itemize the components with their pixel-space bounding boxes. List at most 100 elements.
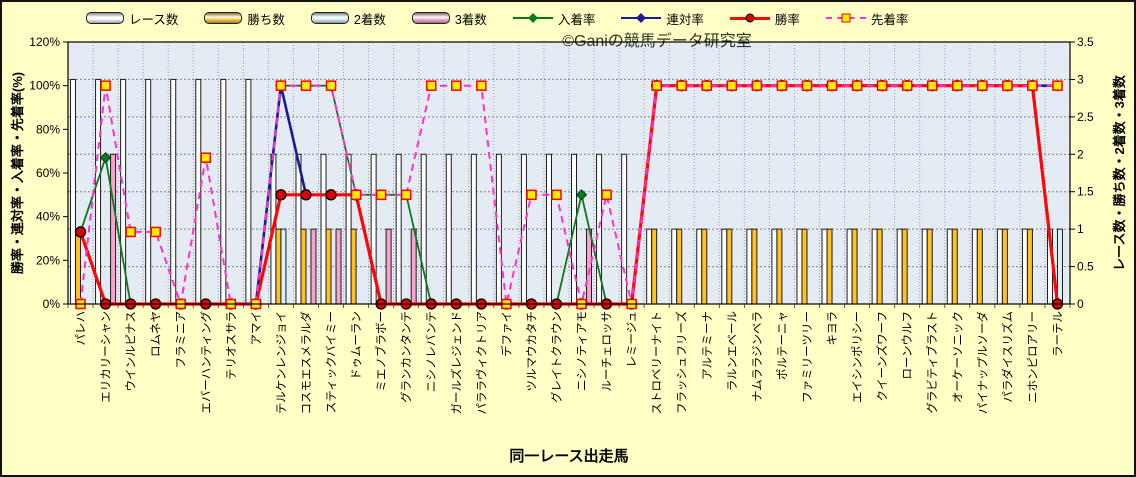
bar-勝ち数 [951,228,958,305]
bar-3着数 [335,228,342,305]
marker-先着率 [826,80,838,91]
category-label: ローンウルフ [901,311,914,379]
category-label: ロムネヤ [150,311,163,357]
bar-レース数 [646,228,653,305]
bar-レース数 [145,78,152,305]
legend-bar-swatch [310,12,349,24]
legend-item-レース数: レース数 [86,9,178,28]
legend-bar-swatch [204,12,243,24]
marker-先着率 [876,80,888,91]
bar-3着数 [586,228,593,305]
marker-先着率 [551,189,562,201]
y-right-tick-label: 0 [1077,297,1084,311]
category-label: ドゥムーラン [350,311,363,380]
bar-勝ち数 [275,228,282,305]
bar-勝ち数 [350,228,357,305]
category-label: アルテミーナ [701,311,714,380]
marker-先着率 [751,80,763,91]
bar-勝ち数 [826,228,833,305]
bar-レース数 [295,153,302,305]
bar-レース数 [796,228,803,305]
legend-bar-swatch [411,12,450,24]
bar-レース数 [1021,228,1028,305]
category-label: ストロベリーナイト [651,311,664,415]
category-label: ニホンピロアリー [1026,311,1039,403]
legend-item-勝率: 勝率 [729,9,800,28]
marker-勝率 [275,189,287,201]
legend-label: 勝率 [774,12,800,27]
bar-レース数 [896,228,903,305]
category-label: ラルンエベール [727,311,739,391]
category-label: キヨラ [827,311,839,346]
bar-3着数 [385,228,392,305]
legend-label: 3着数 [454,12,487,27]
category-label: ニシノティアモ [577,311,589,391]
category-label: ミエノブラボー [374,311,388,392]
y-left-tick-label: 0% [43,297,61,311]
legend-line-swatch [729,12,770,24]
legend-label: 連対率 [666,12,704,27]
bar-3着数 [310,228,317,305]
bar-レース数 [170,78,177,305]
bar-レース数 [245,78,252,305]
bar-勝ち数 [1026,228,1033,305]
bar-レース数 [395,153,402,305]
legend-label: 先着率 [870,12,909,27]
marker-先着率 [476,80,487,91]
marker-先着率 [375,189,387,201]
bar-勝ち数 [801,228,808,305]
bar-勝ち数 [300,228,307,305]
marker-勝率 [300,189,312,201]
category-label: グレイトクラウン [549,311,563,403]
y-left-tick-label: 60% [36,166,60,180]
bar-勝ち数 [751,228,758,305]
category-label: クイーンズワーフ [875,311,889,402]
y-right-tick-label: 1.5 [1077,185,1094,199]
marker-先着率 [701,80,713,91]
bar-2着数 [1056,228,1063,305]
bar-勝ち数 [776,228,783,305]
marker-先着率 [952,80,963,91]
bar-勝ち数 [701,228,708,305]
category-label: ナムララジンベラ [751,311,764,402]
bar-レース数 [195,78,202,305]
bar-レース数 [996,228,1003,305]
marker-入着率 [99,152,112,164]
y-right-tick-label: 0.5 [1077,260,1094,274]
marker-先着率 [801,80,813,91]
bar-レース数 [320,153,327,305]
legend-label: 勝ち数 [247,12,285,27]
category-label: コスモエスメラルダ [299,311,313,415]
marker-先着率 [325,80,337,91]
bar-勝ち数 [325,228,332,305]
bar-勝ち数 [676,228,683,305]
category-label: ツルマウカタチ [525,311,538,392]
category-label: フラミニア [176,311,188,369]
bar-レース数 [721,228,728,305]
bar-レース数 [821,228,828,305]
marker-先着率 [1027,80,1038,91]
marker-先着率 [726,80,738,91]
bar-レース数 [971,228,978,305]
bar-勝ち数 [926,228,933,305]
legend-marker-diamond-icon [527,13,538,23]
bar-レース数 [445,153,452,305]
bar-2着数 [280,228,287,305]
right-axis-title: レース数・勝ち数・2着数・3着数 [1112,74,1127,271]
bar-レース数 [871,228,878,305]
category-label: スティックバイミー [325,311,338,413]
category-label: ウインルピナス [125,311,138,392]
marker-先着率 [601,189,612,201]
category-label: ラーテル [1052,311,1064,357]
legend-bar-swatch [86,12,124,24]
bar-レース数 [846,228,853,305]
bar-レース数 [70,78,77,305]
bar-レース数 [771,228,778,305]
y-right-tick-label: 2.5 [1077,110,1094,124]
category-label: テルケンレンジョイ [275,311,288,414]
y-left-tick-label: 100% [29,79,60,93]
category-label: デファイ [499,311,513,357]
legend-item-入着率: 入着率 [512,9,595,28]
category-label: ファミリーツリー [802,311,814,403]
